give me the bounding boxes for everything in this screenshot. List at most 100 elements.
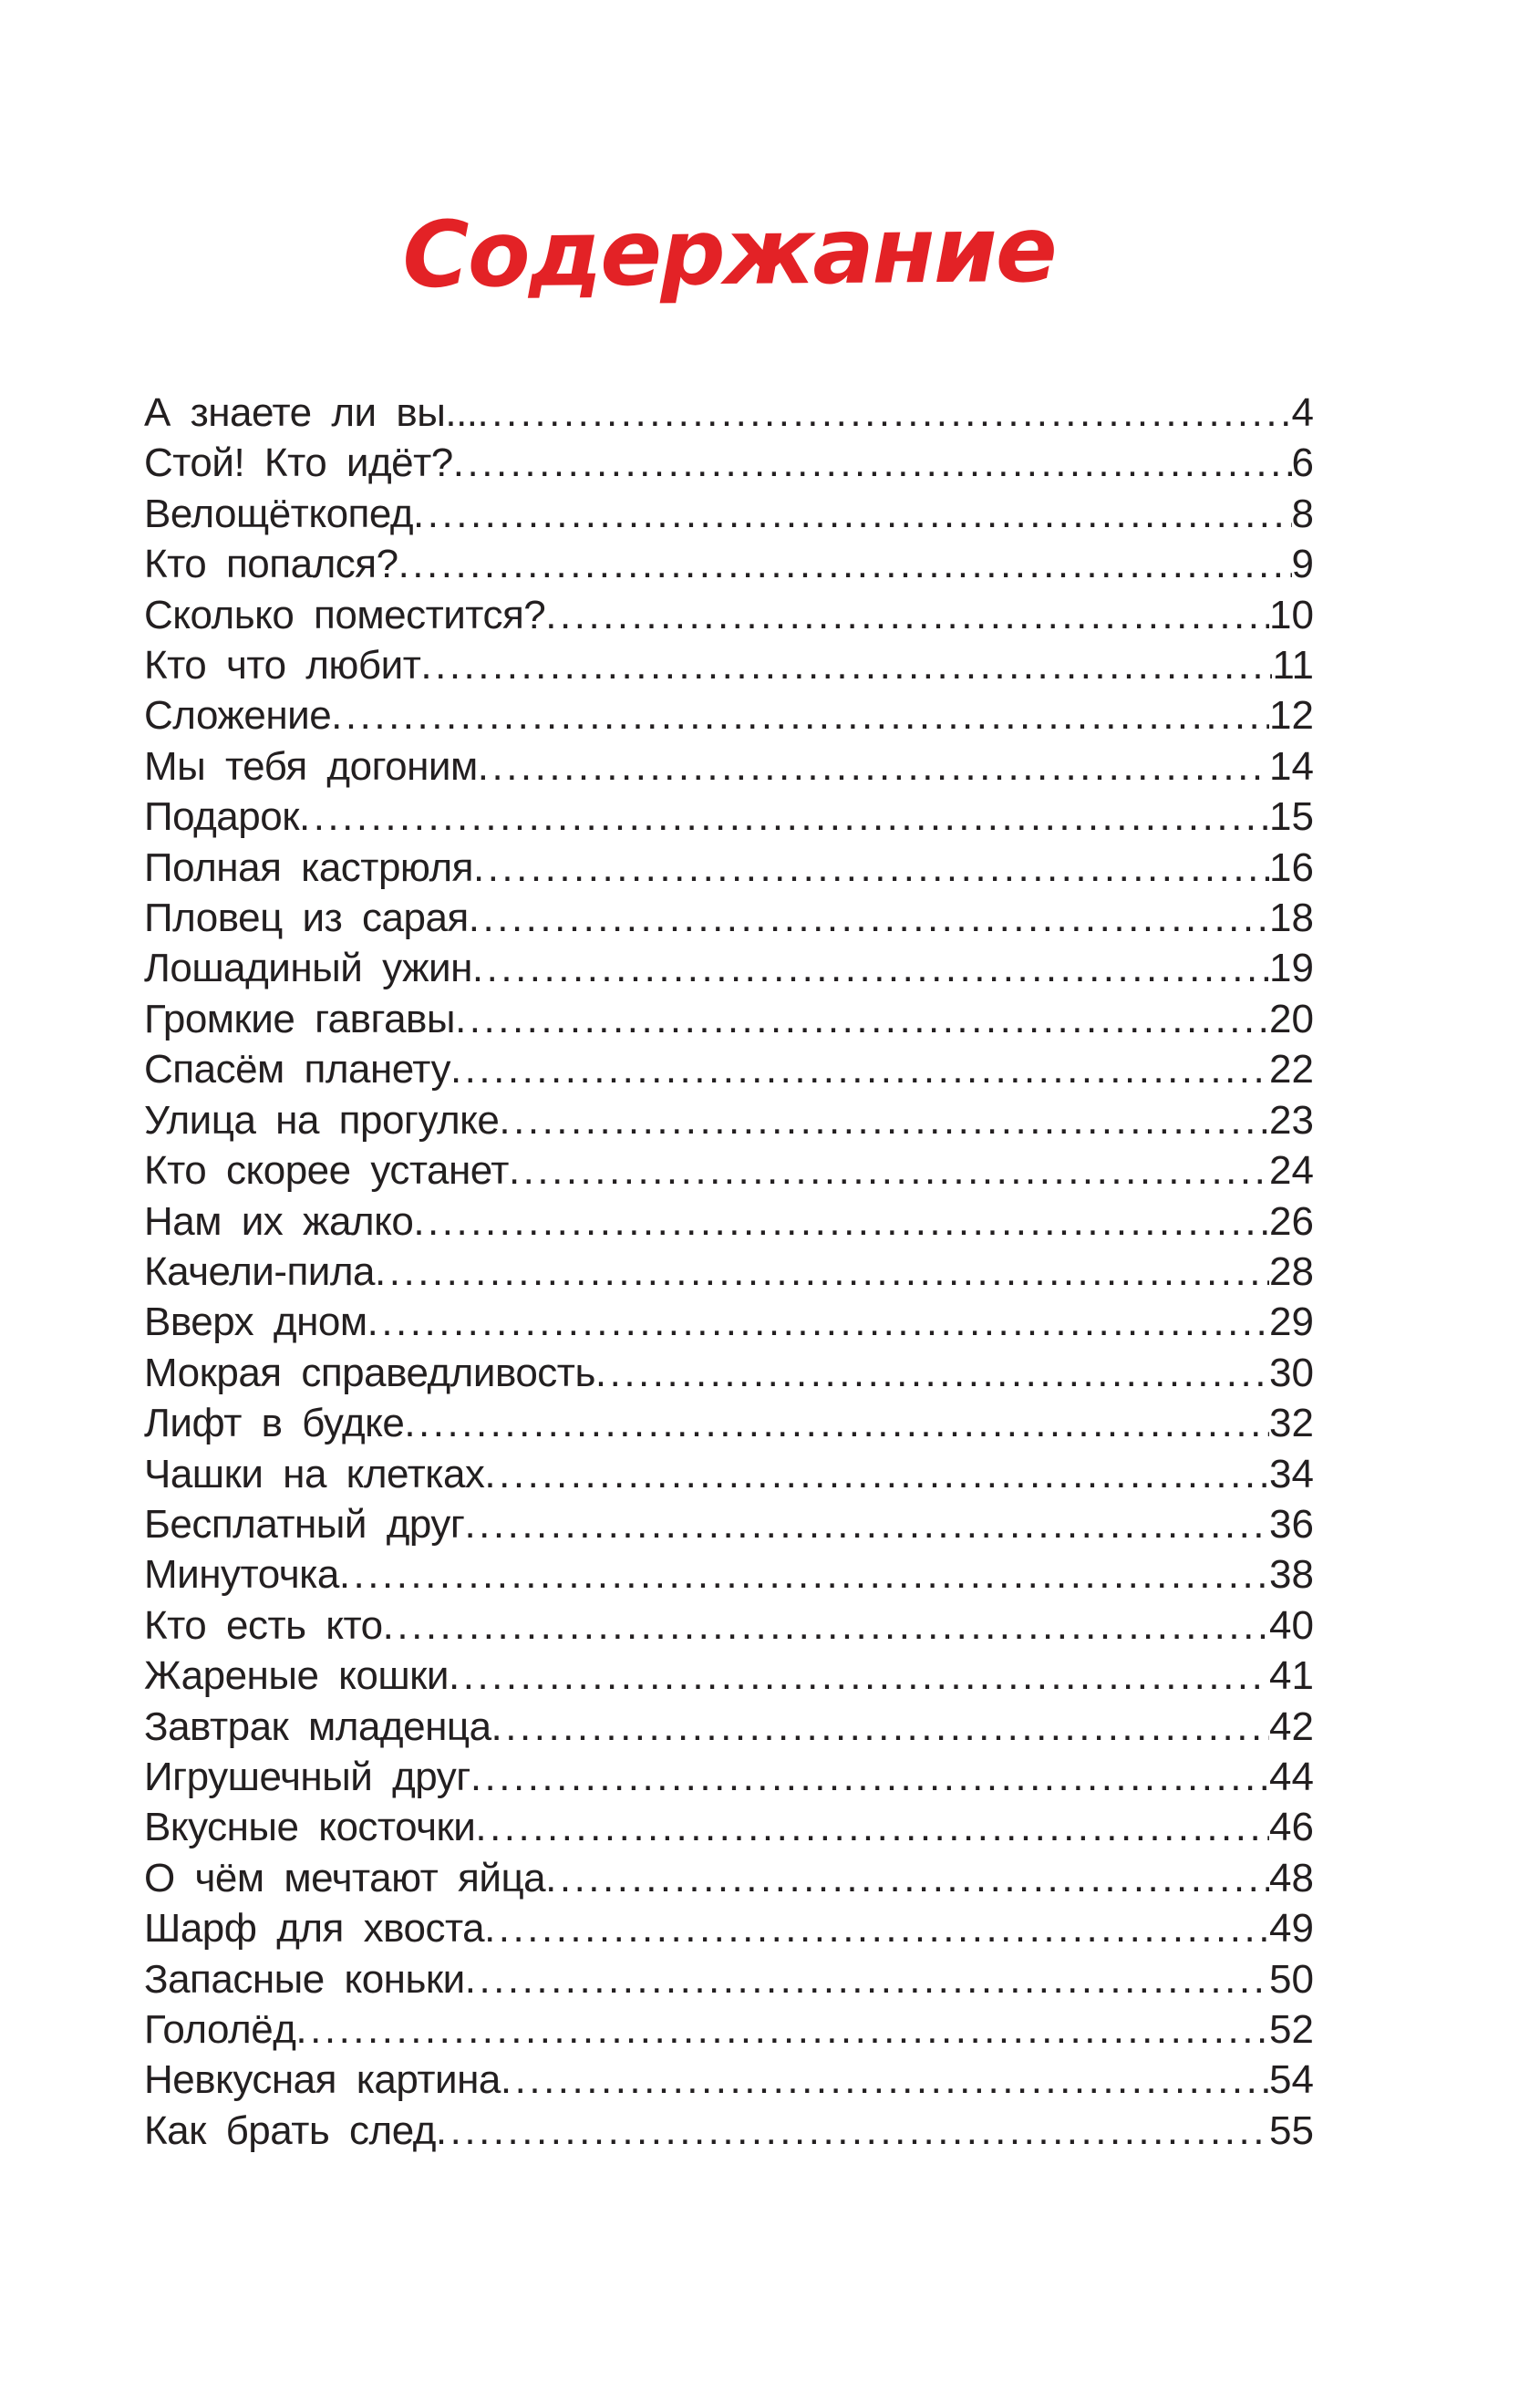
toc-entry: О чём мечтают яйца 48 [144,1853,1314,1903]
toc-entry: Спасём планету 22 [144,1044,1314,1094]
dot-leader [299,792,1269,842]
dot-leader [464,1499,1269,1549]
toc-entry-page-number: 26 [1269,1198,1314,1244]
dot-leader [478,388,1292,438]
toc-entry-title: Кто попался? [144,542,398,587]
toc-entry-page-number: 4 [1291,390,1314,435]
toc-entry: Вверх дном 29 [144,1297,1314,1347]
toc-entry: Стой! Кто идёт? 6 [144,438,1314,488]
toc-entry-page-number: 12 [1269,693,1314,739]
toc-entry: Кто попался? 9 [144,539,1314,589]
toc-entry-page-number: 52 [1269,2007,1314,2052]
dot-leader [470,1752,1269,1802]
toc-entry-title: Сложение [144,693,332,739]
dot-leader [472,943,1269,993]
toc-entry-title: Качели-пила [144,1248,376,1294]
toc-entry: Подарок 15 [144,792,1314,842]
toc-entry-page-number: 38 [1269,1552,1314,1598]
toc-entry-title: Пловец из сарая [144,896,469,941]
dot-leader [475,1802,1269,1852]
toc-entry-title: Подарок [144,794,299,840]
toc-entry: А знаете ли вы... 4 [144,388,1314,438]
toc-entry-page-number: 18 [1269,896,1314,941]
dot-leader [420,640,1272,690]
dot-leader [295,2004,1269,2055]
toc-entry-page-number: 15 [1269,794,1314,840]
page-title: Содержание [401,195,1057,309]
toc-entry: Мокрая справедливость 30 [144,1348,1314,1398]
toc-entry-title: Спасём планету [144,1047,450,1092]
dot-leader [473,843,1269,893]
toc-entry: Нам их жалко 26 [144,1196,1314,1247]
dot-leader [331,690,1269,740]
toc-entry-title: Лифт в будке [144,1401,405,1446]
toc-entry-title: Полная кастрюля [144,844,473,890]
toc-entry-page-number: 40 [1269,1602,1314,1648]
toc-entry-title: Бесплатный друг [144,1501,465,1547]
dot-leader [469,893,1269,943]
dot-leader [509,1145,1269,1196]
toc-entry-page-number: 9 [1291,542,1314,587]
toc-entry-title: Запасные коньки [144,1956,465,2002]
toc-entry-page-number: 11 [1272,643,1314,689]
toc-entry-title: Мокрая справедливость [144,1350,595,1395]
dot-leader [413,1196,1269,1247]
toc-entry-page-number: 44 [1269,1754,1314,1799]
toc-entry-title: Кто скорее устанет [144,1148,509,1194]
toc-entry-page-number: 50 [1269,1956,1314,2002]
toc-entry-title: Лошадиный ужин [144,946,472,991]
toc-entry: Жареные кошки 41 [144,1651,1314,1701]
toc-entry: Лошадиный ужин 19 [144,943,1314,993]
toc-list: А знаете ли вы... 4 Стой! Кто идёт? 6 Ве… [144,388,1314,2156]
dot-leader [436,2106,1269,2156]
dot-leader [367,1297,1269,1347]
dot-leader [413,489,1291,539]
toc-entry-page-number: 34 [1269,1451,1314,1496]
toc-entry-page-number: 54 [1269,2057,1314,2103]
toc-entry-title: Кто есть кто [144,1602,383,1648]
toc-entry: Кто скорее устанет 24 [144,1145,1314,1196]
toc-entry-title: Велощёткопед [144,491,414,536]
toc-entry-title: Как брать след [144,2107,436,2153]
toc-entry-page-number: 14 [1269,743,1314,789]
toc-entry-page-number: 36 [1269,1501,1314,1547]
toc-entry-page-number: 6 [1291,440,1314,486]
dot-leader [449,1651,1269,1701]
toc-entry: Невкусная картина 54 [144,2055,1314,2105]
toc-entry: Минуточка 38 [144,1549,1314,1600]
toc-entry-title: Улица на прогулке [144,1097,500,1143]
toc-entry-page-number: 55 [1269,2107,1314,2153]
toc-entry-page-number: 24 [1269,1148,1314,1194]
toc-entry-page-number: 22 [1269,1047,1314,1092]
dot-leader [375,1247,1269,1297]
dot-leader [545,1853,1269,1903]
toc-entry: Качели-пила 28 [144,1247,1314,1297]
toc-entry: Бесплатный друг 36 [144,1499,1314,1549]
toc-entry-page-number: 8 [1291,491,1314,536]
toc-entry-title: Жареные кошки [144,1653,450,1699]
toc-entry: Запасные коньки 50 [144,1954,1314,2004]
toc-entry-page-number: 28 [1269,1248,1314,1294]
toc-entry-title: Игрушечный друг [144,1754,470,1799]
toc-entry-title: А знаете ли вы... [144,390,478,435]
toc-entry-page-number: 30 [1269,1350,1314,1395]
toc-entry: Шарф для хвоста 49 [144,1903,1314,1953]
toc-entry-title: Вверх дном [144,1300,367,1345]
dot-leader [501,2055,1269,2105]
dot-leader [499,1095,1269,1145]
toc-entry: Громкие гавгавы 20 [144,994,1314,1044]
dot-leader [484,1903,1269,1953]
toc-entry-title: Гололёд [144,2007,296,2052]
toc-entry: Мы тебя догоним 14 [144,741,1314,792]
toc-entry-page-number: 46 [1269,1805,1314,1850]
toc-entry: Гололёд 52 [144,2004,1314,2055]
toc-entry: Пловец из сарая 18 [144,893,1314,943]
toc-entry: Сколько поместится? 10 [144,590,1314,640]
toc-entry-page-number: 41 [1269,1653,1314,1699]
dot-leader [465,1954,1269,2004]
toc-entry-page-number: 48 [1269,1855,1314,1900]
toc-entry-title: О чём мечтают яйца [144,1855,546,1900]
dot-leader [455,994,1269,1044]
toc-entry-title: Кто что любит [144,643,421,689]
toc-entry: Чашки на клетках 34 [144,1449,1314,1499]
